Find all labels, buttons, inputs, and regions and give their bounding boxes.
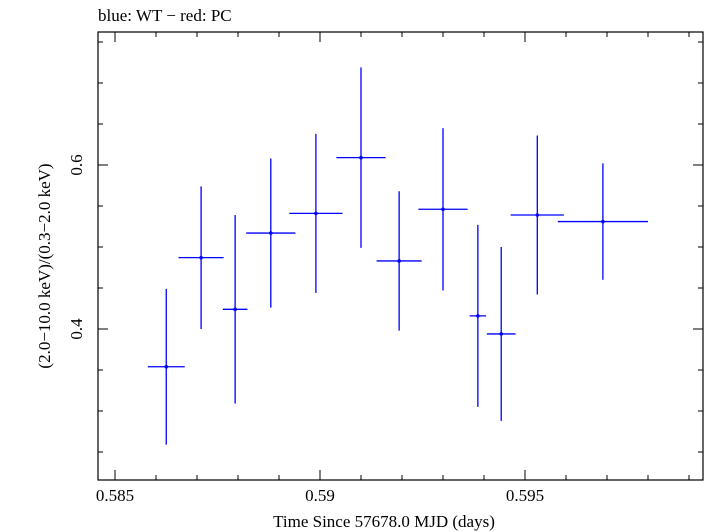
point-marker xyxy=(476,314,480,318)
x-tick-label: 0.585 xyxy=(96,486,134,505)
data-point xyxy=(510,135,564,295)
data-point xyxy=(178,186,224,329)
point-marker xyxy=(359,155,363,160)
x-axis-label: Time Since 57678.0 MJD (days) xyxy=(273,512,495,531)
data-point xyxy=(469,224,487,407)
data-points xyxy=(147,67,648,445)
data-point xyxy=(486,247,516,421)
data-point xyxy=(147,288,185,445)
data-point xyxy=(376,191,422,331)
point-marker xyxy=(164,364,169,369)
data-point xyxy=(289,133,343,293)
data-point xyxy=(557,163,648,280)
x-tick-label: 0.595 xyxy=(506,486,544,505)
point-marker xyxy=(601,219,605,224)
plot-frame xyxy=(97,31,704,481)
y-tick-label: 0.4 xyxy=(67,318,86,340)
point-marker xyxy=(397,259,401,263)
point-marker xyxy=(535,213,540,217)
point-marker xyxy=(499,332,504,336)
point-marker xyxy=(441,207,445,212)
point-marker xyxy=(314,211,318,216)
point-marker xyxy=(233,307,237,312)
x-tick-label: 0.59 xyxy=(305,486,335,505)
data-point xyxy=(246,158,296,308)
data-point xyxy=(336,67,386,248)
y-tick-label: 0.6 xyxy=(67,154,86,175)
axis-tick-labels: 0.585 0.59 0.595 0.4 0.6 xyxy=(67,154,544,505)
chart-title: blue: WT − red: PC xyxy=(98,6,232,25)
data-point xyxy=(418,128,468,291)
data-point xyxy=(222,215,248,404)
y-axis-label: (2.0−10.0 keV)/(0.3−2.0 keV) xyxy=(35,163,54,368)
point-marker xyxy=(199,255,203,260)
axis-ticks xyxy=(98,32,703,480)
point-marker xyxy=(269,231,273,235)
